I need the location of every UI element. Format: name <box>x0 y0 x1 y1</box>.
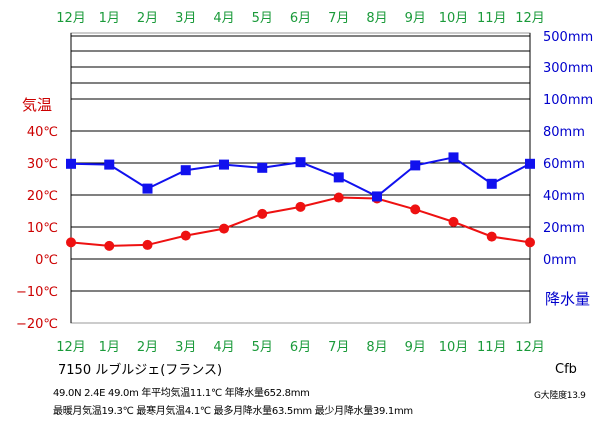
temperature-axis-label: 気温 <box>22 96 52 114</box>
precipitation-point <box>448 152 459 163</box>
series-layer <box>66 152 535 251</box>
precipitation-tick-label: 500mm <box>543 30 593 45</box>
precipitation-point <box>372 191 382 202</box>
precipitation-point <box>525 158 535 169</box>
grid-lines <box>70 33 531 323</box>
precipitation-point <box>104 159 115 170</box>
month-label-bottom: 1月 <box>99 340 120 355</box>
month-label-top: 8月 <box>366 11 387 26</box>
month-label-bottom: 9月 <box>405 340 426 355</box>
month-label-top: 1月 <box>99 11 120 26</box>
precipitation-tick-label: 40mm <box>543 189 585 204</box>
temperature-point <box>142 239 153 250</box>
precipitation-point <box>410 160 421 171</box>
temperature-point <box>295 201 306 212</box>
temperature-tick-label: −10℃ <box>16 285 58 300</box>
month-label-bottom: 3月 <box>175 340 196 355</box>
month-label-top: 9月 <box>405 11 426 26</box>
precipitation-point <box>219 159 229 170</box>
month-label-bottom: 6月 <box>290 340 311 355</box>
month-label-top: 2月 <box>137 11 158 26</box>
month-label-top: 3月 <box>175 11 196 26</box>
top-month-labels: 12月 1月 2月 3月 4月 5月 6月 7月 8月 9月 10月 11月 12月 <box>56 11 545 26</box>
month-label-top: 12月 <box>56 11 86 26</box>
temperature-tick-label: 0℃ <box>35 253 58 268</box>
precipitation-point <box>295 157 306 168</box>
temperature-point <box>486 231 497 242</box>
bottom-month-labels: 12月 1月 2月 3月 4月 5月 6月 7月 8月 9月 10月 11月 12月 <box>56 340 545 355</box>
month-label-top: 10月 <box>439 11 469 26</box>
temperature-point <box>333 192 344 203</box>
month-label-top: 12月 <box>515 11 545 26</box>
month-label-top: 6月 <box>290 11 311 26</box>
precipitation-point <box>180 165 191 176</box>
temperature-point <box>180 230 191 241</box>
precipitation-point <box>486 178 497 189</box>
precipitation-tick-label: 0mm <box>543 253 577 268</box>
month-label-top: 7月 <box>328 11 349 26</box>
precipitation-axis-ticks: 500mm 300mm 100mm 80mm 60mm 40mm 20mm 0mm <box>543 30 593 268</box>
month-label-bottom: 11月 <box>477 340 507 355</box>
climate-chart: 12月 1月 2月 3月 4月 5月 6月 7月 8月 9月 10月 11月 12月 12月 1月 2月 3月… <box>16 11 593 355</box>
month-label-top: 4月 <box>213 11 234 26</box>
precipitation-point <box>257 162 268 173</box>
temperature-tick-label: −20℃ <box>16 317 58 332</box>
temperature-tick-label: 20℃ <box>27 189 58 204</box>
temperature-point <box>410 204 421 215</box>
month-label-bottom: 10月 <box>439 340 469 355</box>
month-label-bottom: 12月 <box>515 340 545 355</box>
precipitation-tick-label: 60mm <box>543 157 585 172</box>
station-stats-line-1: 49.0N 2.4E 49.0m 年平均気温11.1℃ 年降水量652.8mm <box>53 388 310 399</box>
temperature-point <box>257 208 268 219</box>
precipitation-tick-label: 300mm <box>543 61 593 76</box>
temperature-point <box>66 237 76 248</box>
temperature-point <box>448 216 459 227</box>
station-stats-line-2: 最暖月気温19.3℃ 最寒月気温4.1℃ 最多月降水量63.5mm 最少月降水量… <box>53 406 413 417</box>
plot-border <box>70 32 531 324</box>
month-label-bottom: 4月 <box>213 340 234 355</box>
month-label-bottom: 12月 <box>56 340 86 355</box>
month-label-top: 5月 <box>252 11 273 26</box>
climate-classification: Cfb <box>555 362 577 377</box>
temperature-point <box>104 240 115 251</box>
temperature-point <box>525 237 535 248</box>
continentality-index: G大陸度13.9 <box>534 391 586 401</box>
precipitation-tick-label: 20mm <box>543 221 585 236</box>
precipitation-point <box>66 158 76 169</box>
temperature-tick-label: 30℃ <box>27 157 58 172</box>
temperature-tick-label: 10℃ <box>27 221 58 236</box>
plot-frame <box>70 32 531 324</box>
precipitation-tick-label: 80mm <box>543 125 585 140</box>
precipitation-point <box>333 172 344 183</box>
precipitation-point <box>142 183 153 194</box>
month-label-bottom: 5月 <box>252 340 273 355</box>
month-label-top: 11月 <box>477 11 507 26</box>
month-label-bottom: 8月 <box>366 340 387 355</box>
station-name: 7150 ルブルジェ(フランス) <box>58 363 223 378</box>
temperature-point <box>219 223 229 234</box>
temperature-axis-ticks: 40℃ 30℃ 20℃ 10℃ 0℃ −10℃ −20℃ <box>16 125 58 332</box>
temperature-tick-label: 40℃ <box>27 125 58 140</box>
precipitation-axis-label: 降水量 <box>545 290 590 308</box>
month-label-bottom: 2月 <box>137 340 158 355</box>
month-label-bottom: 7月 <box>328 340 349 355</box>
precipitation-tick-label: 100mm <box>543 93 593 108</box>
